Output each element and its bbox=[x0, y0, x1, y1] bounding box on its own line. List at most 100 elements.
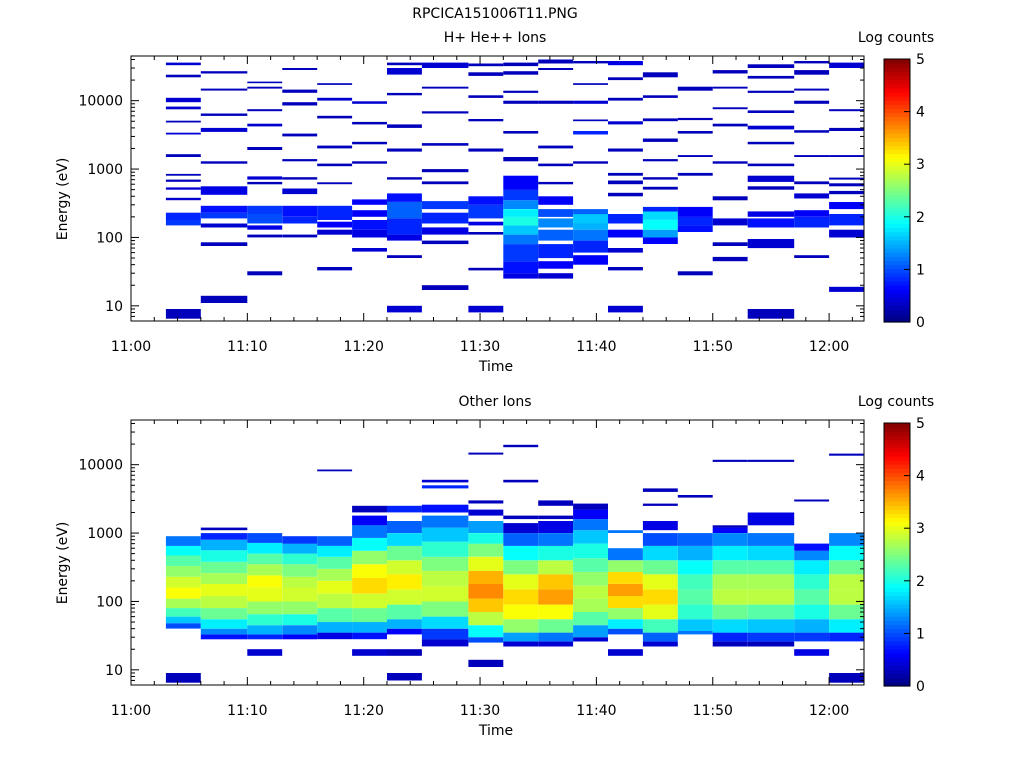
x-tick-label: 11:10 bbox=[227, 339, 267, 355]
x-tick-label: 11:00 bbox=[111, 339, 151, 355]
colorbar-swatch bbox=[884, 628, 910, 634]
heatmap-cell bbox=[677, 117, 713, 121]
heatmap-cell bbox=[608, 214, 643, 224]
heatmap-cell bbox=[794, 550, 830, 561]
x-ticks: 11:00 11:10 11:20 11:30 11:40 11:50 12:00 bbox=[111, 420, 853, 719]
heatmap-cell bbox=[538, 604, 574, 620]
colorbar-label: Log counts bbox=[858, 394, 934, 410]
heatmap-cell bbox=[200, 295, 248, 303]
heatmap-cell bbox=[538, 59, 574, 64]
heatmap-cell bbox=[829, 177, 864, 180]
heatmap-cell bbox=[282, 205, 318, 217]
heatmap-cell bbox=[503, 216, 539, 226]
y-tick-label: 1000 bbox=[87, 526, 123, 542]
heatmap-cell bbox=[677, 216, 713, 226]
heatmap-cell bbox=[747, 459, 795, 462]
heatmap-cell bbox=[794, 216, 830, 228]
heatmap-cell bbox=[387, 604, 422, 620]
heatmap-cell bbox=[352, 578, 387, 594]
heatmap-cell bbox=[421, 240, 469, 245]
colorbar-swatch bbox=[884, 272, 910, 278]
heatmap-cell bbox=[794, 210, 830, 217]
heatmap-cell bbox=[387, 560, 422, 575]
heatmap-cell bbox=[747, 175, 795, 182]
heatmap-cell bbox=[573, 612, 608, 626]
heatmap-cell bbox=[421, 527, 469, 542]
heatmap-cell bbox=[794, 88, 830, 91]
heatmap-cell bbox=[829, 545, 864, 561]
colorbar-swatch bbox=[884, 248, 910, 253]
heatmap-cell bbox=[642, 488, 678, 492]
heatmap-cell bbox=[468, 72, 504, 76]
heatmap-cell bbox=[165, 74, 201, 78]
x-tick-label: 11:40 bbox=[576, 703, 616, 719]
x-tick-label: 11:10 bbox=[227, 703, 267, 719]
heatmap-cell bbox=[421, 143, 469, 146]
heatmap-cell bbox=[503, 479, 539, 483]
heatmap-cell bbox=[247, 634, 283, 640]
heatmap-cell bbox=[712, 86, 748, 89]
colorbar-swatch bbox=[884, 317, 910, 323]
colorbar-swatch bbox=[884, 256, 910, 261]
heatmap-cell bbox=[387, 68, 422, 75]
heatmap-cell bbox=[829, 589, 864, 605]
heatmap-cell bbox=[829, 190, 864, 195]
heatmap-cell bbox=[317, 163, 353, 167]
colorbar-swatch bbox=[884, 243, 910, 249]
heatmap-cell bbox=[421, 227, 469, 235]
heatmap-cell bbox=[642, 641, 678, 647]
heatmap-cell bbox=[747, 641, 795, 647]
heatmap-cell bbox=[165, 536, 201, 546]
heatmap-cell bbox=[538, 619, 574, 633]
heatmap-cell bbox=[538, 641, 574, 647]
heatmap-cell bbox=[165, 598, 201, 609]
colorbar-swatch bbox=[884, 459, 910, 465]
heatmap-cell bbox=[165, 220, 201, 226]
heatmap-cell bbox=[282, 614, 318, 626]
colorbar-swatch bbox=[884, 268, 910, 274]
heatmap-cell bbox=[317, 145, 353, 149]
heatmap-cell bbox=[642, 159, 678, 162]
heatmap-cell bbox=[503, 244, 539, 262]
heatmap-cell bbox=[247, 553, 283, 565]
colorbar-swatch bbox=[884, 235, 910, 241]
heatmap-cell bbox=[317, 469, 353, 472]
heatmap-cell bbox=[387, 177, 422, 180]
heatmap-cell bbox=[503, 90, 539, 93]
colorbar-swatch bbox=[884, 624, 910, 630]
heatmap-cell bbox=[677, 619, 713, 631]
y-tick-label: 1000 bbox=[87, 162, 123, 178]
heatmap-cell bbox=[421, 504, 469, 513]
heatmap-cell bbox=[503, 523, 539, 534]
heatmap-cell bbox=[503, 175, 539, 190]
heatmap-cell bbox=[247, 81, 283, 84]
heatmap-cell bbox=[573, 83, 608, 85]
heatmap-cell bbox=[538, 181, 574, 185]
colorbar-swatch bbox=[884, 227, 910, 233]
heatmap-cell bbox=[200, 88, 248, 91]
colorbar-swatch bbox=[884, 529, 910, 535]
x-tick-label: 11:50 bbox=[693, 703, 733, 719]
heatmap-cells bbox=[165, 444, 864, 683]
heatmap-cell bbox=[794, 574, 830, 590]
colorbar-swatch bbox=[884, 570, 910, 576]
heatmap-cell bbox=[247, 575, 283, 588]
heatmap-cell bbox=[317, 556, 353, 569]
heatmap-cell bbox=[794, 543, 830, 551]
colorbar-swatch bbox=[884, 677, 910, 683]
colorbar-swatch bbox=[884, 174, 910, 179]
colorbar-swatch bbox=[884, 455, 910, 461]
colorbar-swatch bbox=[884, 79, 910, 85]
colorbar-swatch bbox=[884, 649, 910, 654]
heatmap-cell bbox=[503, 619, 539, 633]
heatmap-cell bbox=[747, 125, 795, 130]
colorbar-swatch bbox=[884, 276, 910, 282]
heatmap-cell bbox=[387, 305, 422, 313]
heatmap-cell bbox=[200, 596, 248, 608]
colorbar-swatch bbox=[884, 104, 910, 109]
heatmap-cell bbox=[677, 533, 713, 546]
heatmap-cell bbox=[421, 169, 469, 173]
heatmap-cell bbox=[282, 634, 318, 640]
colorbar-swatch bbox=[884, 313, 910, 319]
colorbar-swatch bbox=[884, 579, 910, 584]
